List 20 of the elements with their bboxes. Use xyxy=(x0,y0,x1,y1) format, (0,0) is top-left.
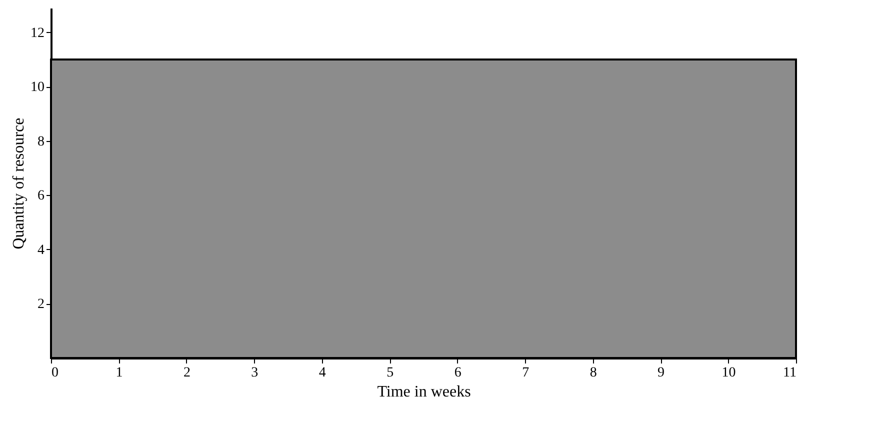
x-tick-label: 7 xyxy=(522,366,530,380)
x-tick-label: 8 xyxy=(590,366,597,380)
x-tick-label: 6 xyxy=(454,366,462,380)
x-tick-label: 4 xyxy=(318,366,326,380)
y-tick-label: 12 xyxy=(30,26,44,41)
x-tick-label: 3 xyxy=(251,366,258,380)
y-axis-title: Quantity of resource xyxy=(10,118,28,250)
x-tick-label: 5 xyxy=(386,366,394,380)
y-tick-label: 8 xyxy=(38,134,44,150)
y-tick-label: 4 xyxy=(38,242,44,258)
x-axis-title: Time in weeks xyxy=(377,384,471,400)
x-tick-label: 0 xyxy=(52,366,58,380)
x-tick-label: 11 xyxy=(783,366,796,380)
x-tick-label: 2 xyxy=(183,366,190,380)
x-tick-label: 1 xyxy=(116,366,123,380)
y-tick-label: 10 xyxy=(30,80,44,96)
x-tick-label: 10 xyxy=(722,366,736,380)
y-tick-label: 6 xyxy=(38,188,44,204)
x-tick-label: 9 xyxy=(658,366,665,380)
y-tick-label: 2 xyxy=(38,297,44,312)
